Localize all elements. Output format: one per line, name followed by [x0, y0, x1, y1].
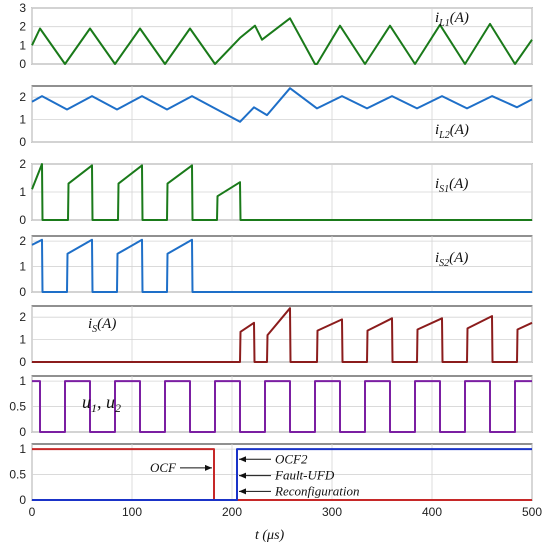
y-tick-label: 2 — [19, 157, 26, 171]
y-tick-label: 0 — [19, 425, 26, 439]
y-tick-label: 2 — [19, 234, 26, 248]
annotation-text: Reconfiguration — [274, 483, 360, 498]
y-tick-label: 1 — [19, 374, 26, 388]
panel-5: 0 1 2 iS(A) — [19, 305, 533, 369]
arrow-head — [239, 456, 246, 463]
y-tick-label: 3 — [19, 1, 26, 15]
series-line-1 — [32, 448, 532, 501]
y-tick-label: 1 — [19, 113, 26, 127]
x-tick-label: 100 — [122, 505, 142, 519]
y-tick-label: 0 — [19, 57, 26, 71]
panel-2: 0 1 2 iL2(A) — [19, 85, 533, 149]
y-tick-label: 2 — [19, 310, 26, 324]
y-tick-label: 1 — [19, 38, 26, 52]
series-line-1 — [31, 87, 533, 123]
arrow-head — [239, 488, 246, 495]
y-tick-label: 0 — [19, 135, 26, 149]
y-tick-label: 0 — [19, 355, 26, 369]
panel-label: u1, u2 — [82, 392, 121, 415]
y-tick-label: 1 — [19, 260, 26, 274]
y-tick-label: 0 — [19, 493, 26, 507]
panel-frame — [31, 7, 533, 65]
annotation-text: OCF — [150, 460, 177, 475]
series-line-1 — [31, 163, 532, 221]
panel-3: 0 1 2 iS1(A) — [19, 157, 533, 227]
series-line-1 — [31, 238, 532, 293]
y-tick-label: 1 — [19, 185, 26, 199]
arrow-head — [205, 464, 212, 471]
panel-1: 0 1 2 3 iL1(A) — [19, 1, 533, 71]
panel-4: 0 1 2 iS2(A) — [19, 234, 533, 299]
y-tick-label: 0 — [19, 213, 26, 227]
series-line-2 — [32, 448, 532, 501]
series-line-1 — [32, 380, 532, 433]
panel-label: iL2(A) — [435, 122, 469, 141]
panel-frame — [31, 235, 533, 293]
panel-frame — [31, 443, 533, 501]
x-tick-label: 200 — [222, 505, 242, 519]
x-tick-label: 300 — [322, 505, 342, 519]
arrow-head — [239, 472, 246, 479]
series-line-1 — [32, 307, 533, 363]
y-tick-label: 0 — [19, 285, 26, 299]
annotation-text: OCF2 — [275, 451, 308, 466]
panel-label: iL1(A) — [435, 10, 469, 29]
x-axis-label: t (μs) — [255, 528, 285, 543]
y-tick-label: 1 — [19, 442, 26, 456]
y-tick-label: 2 — [19, 90, 26, 104]
panel-frame — [31, 305, 533, 363]
x-tick-label: 500 — [522, 505, 542, 519]
y-tick-label: 0.5 — [9, 400, 26, 414]
x-tick-label: 400 — [422, 505, 442, 519]
x-tick-label: 0 — [29, 505, 36, 519]
panel-6: 0 0.5 1 u1, u2 — [9, 374, 533, 439]
series-line-1 — [31, 17, 533, 65]
annotation-text: Fault-UFD — [274, 468, 335, 483]
y-tick-label: 2 — [19, 20, 26, 34]
y-tick-label: 0.5 — [9, 468, 26, 482]
panel-label: iS2(A) — [435, 250, 468, 269]
panel-label: iS(A) — [88, 316, 116, 335]
panel-label: iS1(A) — [435, 176, 468, 195]
y-tick-label: 1 — [19, 333, 26, 347]
